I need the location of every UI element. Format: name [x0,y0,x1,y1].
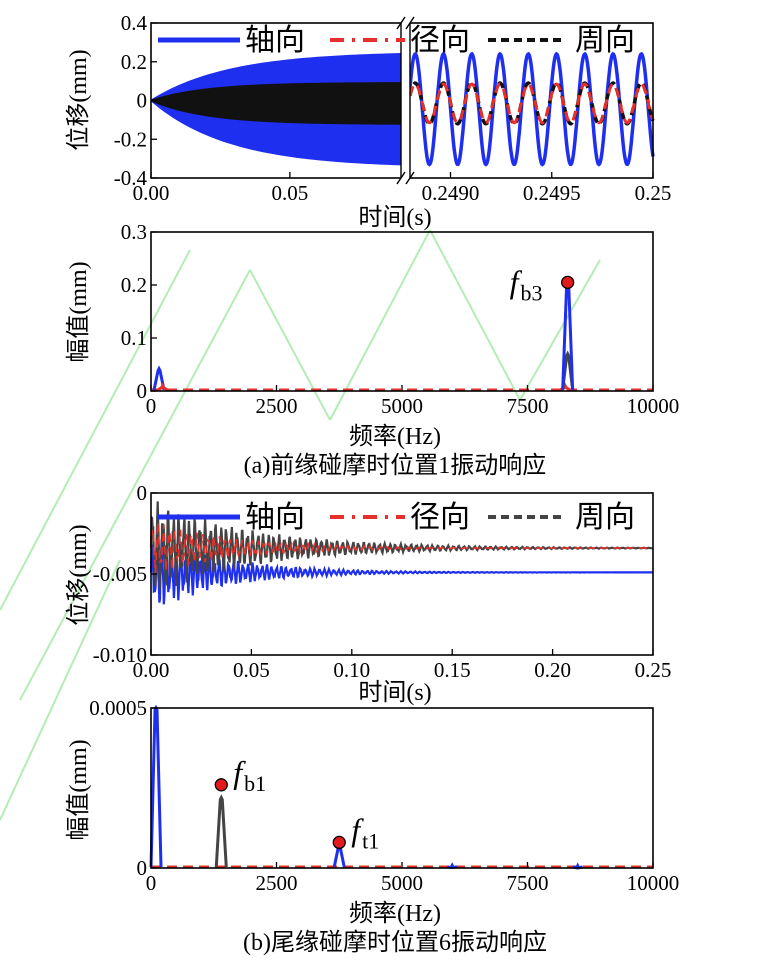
a-time-right-xtick-label: 0.2495 [523,181,581,205]
b-freq-peak-marker [332,835,346,850]
b-time-ytick-label: -0.010 [93,643,147,667]
a-time-right-xtick-label: 0.2490 [422,181,480,205]
b-time-xtick-label: 0.00 [133,658,170,682]
a-time-xlabel: 时间(s) [358,204,431,231]
a-axial-wave [408,51,655,167]
a-time-right-xtick-label: 0.25 [635,181,672,205]
a-circ-envelope [151,82,401,125]
legend-b-circ-label: 周向 [575,501,635,534]
b-freq-xtick-label: 0 [146,871,157,895]
b-freq-xtick-label: 7500 [507,871,549,895]
b-freq-peak [214,794,228,868]
b-time-ylabel: 位移(mm) [65,524,92,625]
a-time-axes: 0.4 0.2 0 -0.2 -0.40.00 0.05 0.2490 0.2495 0.25 [114,11,672,205]
b-time-xtick-label: 0.25 [635,658,672,682]
a-time-ytick-label: -0.2 [114,127,147,151]
b-freq-annotation-t1: ft1 [351,811,379,853]
a-freq-peak [561,278,575,391]
b-time-ytick-label: -0.005 [93,562,147,586]
b-freq-ylabel: 幅值(mm) [65,739,92,840]
legend-circ-label: 周向 [575,24,635,57]
a-break-mark-bottom [405,171,415,185]
a-break-mark-top [405,16,415,30]
b-freq-ytick-label: 0.0005 [89,696,147,720]
a-freq-peak-marker [561,275,575,290]
b-freq-xtick-label: 10000 [627,871,680,895]
a-freq-xtick-label: 2500 [256,394,298,418]
a-freq-ytick-label: 0.1 [121,326,147,350]
a-break-mark-bottom [396,171,406,185]
b-freq-xtick-label: 5000 [381,871,423,895]
caption-b: (b)尾缘碰摩时位置6振动响应 [243,929,547,956]
caption-a: (a)前缘碰摩时位置1振动响应 [244,452,547,479]
a-break-mark-top [396,16,406,30]
b-freq-plot-area: fb1 ft1 [149,704,653,870]
b-time-ytick-label: 0 [137,481,148,505]
a-time-plot-area [151,51,655,167]
a-time-ytick-label: -0.4 [114,166,148,190]
b-freq-ytick-label: 0 [137,856,148,880]
a-time-legend: 轴向 径向 周向 [158,24,635,57]
b-freq-peak [149,704,163,868]
legend-radial-label: 径向 [410,24,470,57]
a-freq-peak [561,350,575,391]
a-freq-annotation-b3: fb3 [510,263,543,305]
a-freq-xtick-label: 5000 [381,394,423,418]
legend-b-axial-label: 轴向 [245,501,305,534]
b-time-legend: 轴向 径向 周向 [158,501,635,534]
b-freq-peak [447,862,458,870]
a-freq-xlabel: 频率(Hz) [349,423,441,450]
b-freq-xtick-label: 2500 [256,871,298,895]
b-time-xlabel: 时间(s) [358,679,431,706]
a-time-ytick-label: 0 [137,89,148,113]
b-freq-peak-marker [214,778,228,792]
a-freq-axes: 0.3 0.2 0.1 00 2500 5000 7500 10000 [121,220,680,418]
a-freq-ylabel: 幅值(mm) [65,261,92,362]
b-freq-xlabel: 频率(Hz) [349,900,441,927]
legend-axial-label: 轴向 [245,24,305,57]
a-break-gap [401,19,410,182]
a-time-ytick-label: 0.4 [121,11,148,35]
a-radial-wave [408,82,655,125]
panel-a-freq: fb3 0.30.20.100 2500 5000 7500 10000 幅值(mm) … [65,220,679,450]
panel-a-time: 0.40.20-0.2-0.40.00 0.05 0.2490 0.2495 0.25 … [65,11,671,231]
b-circ-line [149,501,654,590]
watermark [0,229,601,821]
b-radial-line [150,522,653,574]
a-freq-ytick-label: 0.3 [121,220,147,244]
a-time-left-xtick-label: 0.00 [133,181,170,205]
a-time-ylabel: 位移(mm) [65,49,92,150]
a-freq-xtick-label: 0 [146,394,157,418]
a-freq-ytick-label: 0 [137,379,148,403]
a-freq-frame [150,231,654,392]
b-time-xtick-label: 0.05 [233,658,270,682]
b-time-xtick-label: 0.15 [434,658,471,682]
b-time-xtick-label: 0.20 [534,658,571,682]
b-freq-annotation-b1: fb1 [233,754,266,796]
a-freq-xtick-label: 7500 [507,394,549,418]
b-freq-axes: 0.0005 00 2500 5000 7500 10000 [89,696,679,895]
a-freq-peak [152,365,166,391]
a-freq-xtick-label: 10000 [627,394,680,418]
a-freq-plot-area: fb3 [151,263,653,392]
b-time-plot-area [149,501,654,605]
legend-b-radial-label: 径向 [410,501,470,534]
a-time-ytick-label: 0.2 [121,50,147,74]
a-freq-ytick-label: 0.2 [121,273,147,297]
b-time-xtick-label: 0.10 [333,658,370,682]
a-freq-peak [156,382,169,392]
b-axial-line [149,539,653,605]
a-time-left-xtick-label: 0.05 [272,181,309,205]
